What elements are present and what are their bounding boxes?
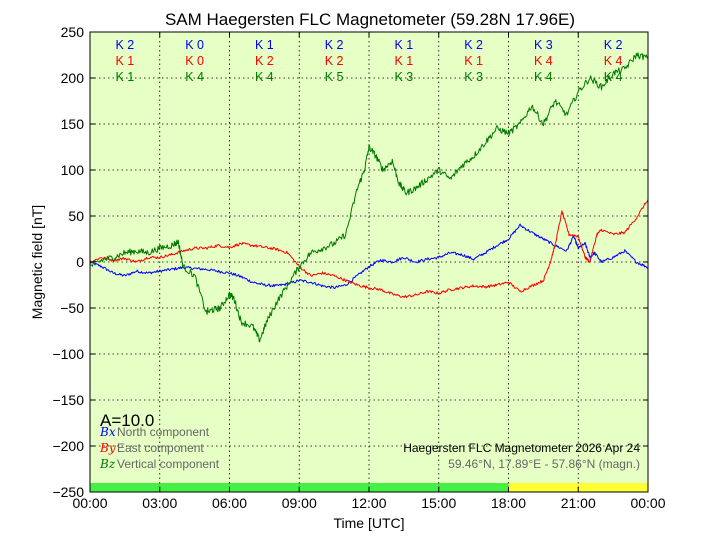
x-tick-label-3: 09:00 — [282, 495, 317, 511]
legend-east-label: East component — [117, 441, 204, 455]
k-label-east-0: K 1 — [115, 54, 134, 68]
y-tick-label-8: −150 — [52, 392, 84, 408]
k-label-vertical-6: K 4 — [534, 70, 553, 84]
series-line-east — [89, 199, 649, 299]
x-tick-label-4: 12:00 — [351, 495, 386, 511]
y-tick-label-7: −100 — [52, 346, 84, 362]
k-label-north-5: K 2 — [464, 38, 483, 52]
k-label-vertical-7: K 4 — [604, 70, 623, 84]
k-label-north-0: K 2 — [115, 38, 134, 52]
k-label-east-2: K 2 — [255, 54, 274, 68]
k-label-east-1: K 0 — [185, 54, 204, 68]
legend-vertical-label: Vertical component — [117, 457, 220, 471]
k-label-vertical-1: K 4 — [185, 70, 204, 84]
k-label-north-1: K 0 — [185, 38, 204, 52]
y-tick-label-9: −200 — [52, 438, 84, 454]
x-tick-label-6: 18:00 — [491, 495, 526, 511]
k-label-east-4: K 1 — [394, 54, 413, 68]
chart-title: SAM Haegersten FLC Magnetometer (59.28N … — [165, 10, 575, 29]
y-tick-label-5: 0 — [76, 254, 84, 270]
y-tick-label-1: 200 — [61, 70, 85, 86]
x-axis-ticks: 00:00 03:00 06:00 09:00 12:00 15:00 18:00 21:00… — [72, 32, 666, 511]
legend-north-symbol: Bx — [99, 425, 116, 439]
k-label-east-6: K 4 — [534, 54, 553, 68]
station-label: Haegersten FLC Magnetometer 2026 Apr 24 — [403, 441, 640, 455]
a-index-label: A=10.0 — [100, 411, 154, 430]
k-label-vertical-0: K 1 — [115, 70, 134, 84]
k-label-north-2: K 1 — [255, 38, 274, 52]
data-series — [89, 52, 649, 343]
y-tick-label-2: 150 — [61, 116, 85, 132]
k-label-vertical-3: K 5 — [325, 70, 344, 84]
x-axis-title: Time [UTC] — [333, 515, 404, 531]
k-label-north-3: K 2 — [325, 38, 344, 52]
x-tick-label-1: 03:00 — [142, 495, 177, 511]
series-line-vertical — [89, 52, 649, 343]
k-label-north-6: K 3 — [534, 38, 553, 52]
k-label-vertical-5: K 3 — [464, 70, 483, 84]
k-label-east-5: K 1 — [464, 54, 483, 68]
legend-north-label: North component — [117, 425, 210, 439]
x-tick-label-2: 06:00 — [212, 495, 247, 511]
k-label-north-7: K 2 — [604, 38, 623, 52]
y-tick-label-6: −50 — [60, 300, 84, 316]
y-tick-label-3: 100 — [61, 162, 85, 178]
y-tick-label-10: −250 — [52, 484, 84, 500]
grid-lines — [90, 32, 648, 492]
x-tick-label-8: 00:00 — [630, 495, 665, 511]
y-axis-ticks: 250 200 150 100 50 0 −50 −100 −150 −200 −250 — [52, 24, 648, 500]
k-label-north-4: K 1 — [394, 38, 413, 52]
x-tick-label-5: 15:00 — [421, 495, 456, 511]
x-tick-label-0: 00:00 — [72, 495, 107, 511]
x-tick-label-7: 21:00 — [561, 495, 596, 511]
k-label-vertical-2: K 4 — [255, 70, 274, 84]
legend-vertical-symbol: Bz — [99, 457, 116, 471]
y-axis-title: Magnetic field [nT] — [29, 205, 45, 319]
k-index-labels: K 2 K 0 K 1 K 2 K 1 K 2 K 3 K 2 K 1 K 0 K 2 K 2 K 1 K… — [115, 38, 622, 84]
y-tick-label-4: 50 — [68, 208, 84, 224]
legend: Bx North component By East component Bz … — [99, 425, 220, 471]
legend-east-symbol: By — [99, 441, 116, 455]
k-label-east-7: K 4 — [604, 54, 623, 68]
y-tick-label-0: 250 — [61, 24, 85, 40]
series-line-north — [89, 223, 649, 289]
k-label-vertical-4: K 3 — [394, 70, 413, 84]
coords-label: 59.46°N, 17.89°E - 57.86°N (magn.) — [448, 457, 640, 471]
k-label-east-3: K 2 — [325, 54, 344, 68]
